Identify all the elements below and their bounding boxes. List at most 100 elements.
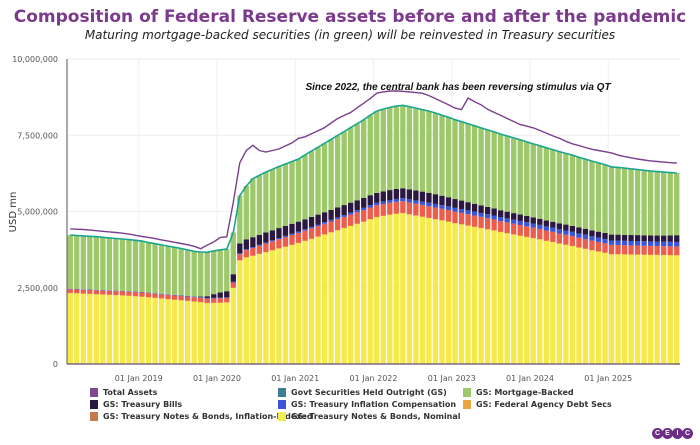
bar-segment-gs-treasury-notes-bonds-nominal: [302, 240, 308, 364]
bar-segment-gs-mortgage-backed: [628, 168, 634, 236]
bar-segment-gs-treasury-notes-bonds-inflation-indexed: [132, 292, 139, 297]
bar-segment-gs-treasury-notes-bonds-inflation-indexed: [667, 246, 673, 256]
bar-segment-gs-mortgage-backed: [439, 115, 445, 196]
bar-segment-gs-treasury-notes-bonds-nominal: [158, 298, 165, 364]
bar-segment-gs-mortgage-backed: [198, 252, 204, 297]
bar-segment-gs-treasury-inflation-compensation: [295, 231, 302, 233]
bar-segment-gs-mortgage-backed: [145, 242, 152, 293]
bar-segment-gs-mortgage-backed: [217, 249, 223, 293]
bar-segment-gs-treasury-notes-bonds-nominal: [576, 247, 582, 364]
bar-segment-gs-treasury-notes-bonds-nominal: [452, 223, 458, 364]
bar-segment-gs-treasury-inflation-compensation: [628, 240, 634, 246]
bar-segment-gs-treasury-notes-bonds-inflation-indexed: [524, 226, 530, 237]
bar-segment-gs-treasury-notes-bonds-nominal: [230, 287, 236, 364]
bar-segment-gs-mortgage-backed: [380, 109, 386, 192]
legend-item-govt-securities[interactable]: Govt Securities Held Outright (GS): [278, 388, 447, 397]
bar-segment-gs-treasury-notes-bonds-nominal: [263, 252, 269, 364]
legend-label: GS: Mortgage-Backed: [476, 388, 574, 397]
bar-segment-gs-treasury-bills: [589, 230, 595, 237]
bar-segment-gs-treasury-bills: [243, 239, 249, 250]
bar-segment-gs-treasury-bills: [491, 208, 497, 216]
bar-segment-gs-treasury-notes-bonds-nominal: [602, 252, 608, 364]
bar-segment-gs-treasury-notes-bonds-nominal: [393, 213, 399, 364]
bar-segment-gs-mortgage-backed: [113, 238, 119, 291]
legend-item-total-assets[interactable]: Total Assets: [90, 388, 157, 397]
bar-segment-gs-treasury-notes-bonds-nominal: [191, 301, 197, 364]
bar-segment-gs-treasury-inflation-compensation: [158, 293, 165, 295]
bar-segment-gs-treasury-inflation-compensation: [256, 244, 263, 246]
bar-segment-gs-treasury-notes-bonds-nominal: [595, 251, 602, 364]
bar-segment-gs-treasury-inflation-compensation: [302, 229, 308, 231]
bar-segment-gs-treasury-notes-bonds-inflation-indexed: [634, 245, 641, 255]
bar-segment-gs-treasury-notes-bonds-inflation-indexed: [621, 245, 628, 255]
legend-item-mbs[interactable]: GS: Mortgage-Backed: [463, 388, 574, 397]
bar-segment-gs-treasury-notes-bonds-inflation-indexed: [334, 219, 341, 231]
y-axis-label: USD mn: [8, 192, 19, 233]
bar-segment-gs-treasury-inflation-compensation: [615, 240, 621, 245]
legend-item-bills[interactable]: GS: Treasury Bills: [90, 400, 182, 409]
bar-segment-gs-treasury-notes-bonds-nominal: [165, 299, 171, 364]
bar-segment-gs-treasury-inflation-compensation: [478, 212, 484, 217]
bar-segment-gs-treasury-notes-bonds-nominal: [113, 295, 119, 364]
bar-segment-gs-treasury-inflation-compensation: [563, 230, 569, 235]
bar-segment-gs-treasury-bills: [387, 190, 393, 201]
bar-segment-gs-treasury-inflation-compensation: [667, 241, 673, 247]
bar-segment-gs-treasury-notes-bonds-inflation-indexed: [165, 294, 171, 299]
logo-letter: I: [672, 428, 683, 439]
bar-segment-gs-treasury-notes-bonds-inflation-indexed: [315, 226, 321, 237]
bar-segment-gs-treasury-bills: [204, 296, 210, 299]
bar-segment-gs-treasury-notes-bonds-nominal: [413, 215, 419, 364]
y-tick-label: 10,000,000: [12, 55, 58, 64]
bar-segment-gs-treasury-inflation-compensation: [504, 218, 510, 223]
legend-label: GS: Federal Agency Debt Secs: [476, 400, 612, 409]
bar-segment-gs-mortgage-backed: [582, 159, 589, 229]
bar-segment-gs-treasury-bills: [276, 228, 282, 239]
bar-segment-gs-mortgage-backed: [361, 119, 367, 198]
bar-segment-gs-treasury-notes-bonds-nominal: [647, 254, 654, 364]
govt-securities-line: [70, 104, 677, 254]
bar-segment-gs-treasury-bills: [634, 235, 641, 242]
bar-segment-gs-treasury-notes-bonds-inflation-indexed: [224, 297, 230, 303]
bar-segment-gs-mortgage-backed: [321, 143, 328, 213]
bar-segment-gs-treasury-inflation-compensation: [602, 238, 608, 244]
bar-segment-gs-treasury-inflation-compensation: [237, 253, 243, 255]
bar-segment-gs-treasury-bills: [413, 190, 419, 201]
bar-segment-gs-treasury-notes-bonds-nominal: [119, 295, 126, 365]
bar-segment-gs-treasury-inflation-compensation: [367, 205, 373, 208]
bar-segment-gs-treasury-notes-bonds-nominal: [198, 302, 204, 364]
x-tick-label: 01 Jan 2024: [506, 374, 554, 383]
bar-segment-gs-treasury-notes-bonds-inflation-indexed: [184, 296, 191, 301]
bar-segment-gs-treasury-notes-bonds-inflation-indexed: [387, 202, 393, 215]
legend-item-inflation-compensation[interactable]: GS: Treasury Inflation Compensation: [278, 400, 456, 409]
bar-segment-gs-treasury-notes-bonds-inflation-indexed: [511, 223, 517, 235]
legend-item-tips[interactable]: GS: Treasury Notes & Bonds, Inflation-In…: [90, 412, 313, 421]
bar-segment-gs-mortgage-backed: [354, 123, 360, 201]
bar-segment-gs-treasury-notes-bonds-nominal: [445, 221, 452, 364]
bar-segment-gs-treasury-notes-bonds-nominal: [204, 303, 210, 364]
bar-segment-gs-treasury-notes-bonds-nominal: [289, 244, 295, 364]
bar-segment-gs-treasury-inflation-compensation: [184, 296, 191, 297]
bar-segment-gs-treasury-bills: [556, 223, 563, 230]
bar-segment-gs-treasury-notes-bonds-inflation-indexed: [393, 201, 399, 214]
legend-item-agency-debt[interactable]: GS: Federal Agency Debt Secs: [463, 400, 612, 409]
bar-segment-gs-treasury-notes-bonds-nominal: [426, 217, 432, 364]
bar-segment-gs-treasury-notes-bonds-inflation-indexed: [406, 202, 413, 215]
bar-segment-gs-treasury-bills: [289, 223, 295, 234]
bar-segment-gs-treasury-bills: [302, 219, 308, 230]
bar-segment-gs-treasury-notes-bonds-nominal: [608, 254, 615, 364]
bar-segment-gs-treasury-notes-bonds-inflation-indexed: [537, 228, 543, 240]
bar-segment-gs-treasury-notes-bonds-nominal: [419, 216, 426, 364]
bar-segment-gs-treasury-notes-bonds-inflation-indexed: [191, 297, 197, 302]
bar-segment-gs-treasury-bills: [661, 235, 667, 242]
bar-segment-gs-mortgage-backed: [406, 106, 413, 190]
bar-segment-gs-treasury-bills: [582, 228, 589, 235]
bar-segment-gs-mortgage-backed: [126, 239, 132, 292]
bar-segment-gs-mortgage-backed: [211, 250, 217, 295]
legend-item-nominal[interactable]: GS: Treasury Notes & Bonds, Nominal: [278, 412, 461, 421]
bar-segment-gs-mortgage-backed: [302, 154, 308, 220]
bar-segment-gs-treasury-notes-bonds-inflation-indexed: [582, 239, 589, 249]
bar-segment-gs-treasury-notes-bonds-nominal: [367, 219, 373, 365]
legend-label: Govt Securities Held Outright (GS): [291, 388, 447, 397]
bar-segment-gs-treasury-inflation-compensation: [250, 247, 256, 249]
